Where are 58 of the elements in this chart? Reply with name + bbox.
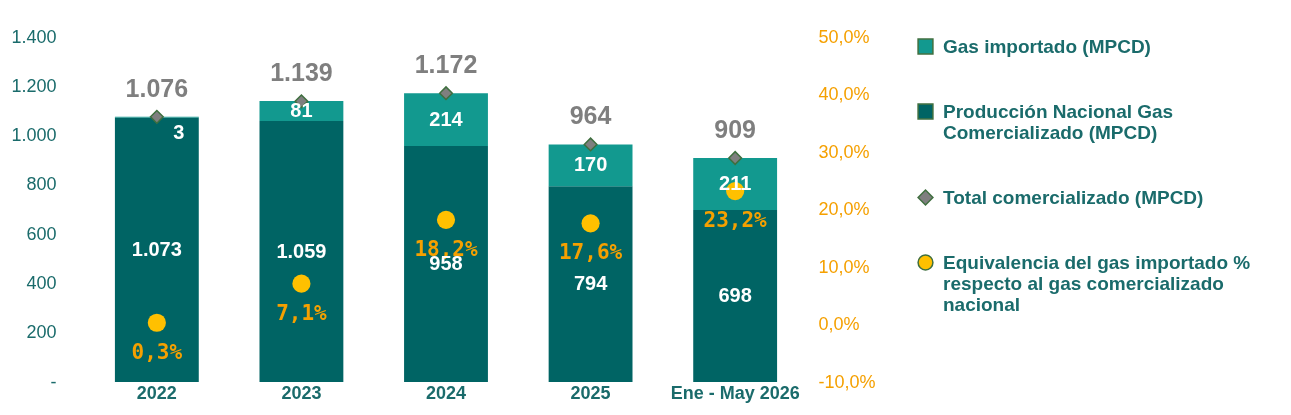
data-label: 81	[290, 99, 313, 122]
bar	[693, 209, 778, 382]
bar	[114, 117, 199, 382]
x-tick-label: 2022	[136, 382, 177, 403]
data-label: 170	[573, 153, 608, 176]
x-tick-label: 2023	[281, 382, 322, 403]
y2-tick-label: -10,0%	[818, 371, 876, 392]
y-tick-label: 1.400	[11, 26, 57, 47]
point	[149, 109, 164, 124]
point	[147, 313, 166, 332]
y-tick-label: 800	[26, 174, 57, 195]
data-label: 23,2%	[703, 208, 768, 233]
data-label: 3	[173, 120, 185, 143]
y-tick-label: 200	[26, 322, 57, 343]
y-tick-label: 1.200	[11, 75, 57, 96]
y-tick-label: 600	[26, 223, 57, 244]
bar	[404, 93, 488, 146]
y-tick-label: 400	[26, 272, 57, 293]
data-label: 17,6%	[558, 240, 623, 265]
point	[436, 210, 456, 229]
legend-label: Gas importado (MPCD)	[943, 35, 1151, 57]
y2-tick-label: 20,0%	[818, 199, 870, 219]
x-tick-label: Ene - May 2026	[670, 382, 800, 403]
y2-tick-label: 0,0%	[818, 314, 860, 334]
data-label: 964	[569, 101, 612, 130]
point	[583, 137, 598, 152]
point	[438, 86, 454, 101]
point	[728, 150, 743, 166]
y-tick-label: 1.000	[11, 125, 57, 146]
data-label: 698	[718, 284, 752, 306]
y-tick-label: -	[50, 371, 57, 392]
x-tick-label: 2024	[425, 382, 467, 403]
data-label: 1.172	[414, 50, 478, 79]
data-label: 214	[429, 107, 464, 130]
legend-label: Producción Nacional Gas Comercializado (MPCD)	[943, 100, 1174, 143]
data-label: 1.139	[270, 58, 333, 87]
bar	[693, 158, 778, 210]
point	[581, 214, 600, 233]
point	[292, 274, 311, 293]
bar	[548, 144, 633, 187]
data-label: 1.073	[131, 237, 182, 260]
y2-tick-label: 30,0%	[818, 141, 870, 162]
data-label: 794	[573, 272, 609, 295]
data-label: 7,1%	[276, 300, 328, 325]
bar	[548, 186, 633, 382]
bar	[404, 145, 488, 382]
data-label: 1.076	[125, 73, 189, 102]
y2-tick-label: 10,0%	[818, 256, 870, 277]
x-tick-label: 2025	[570, 382, 611, 403]
legend-label: Total comercializado (MPCD)	[943, 186, 1204, 208]
data-label: 0,3%	[131, 339, 183, 364]
data-label: 1.059	[276, 239, 327, 262]
y2-tick-label: 40,0%	[818, 84, 870, 104]
y2-tick-label: 50,0%	[818, 26, 870, 47]
data-label: 211	[719, 171, 752, 194]
legend-label: Equivalencia del gas importado % respecto al gas comercializado nacional	[943, 251, 1251, 315]
bar	[259, 121, 344, 382]
data-label: 909	[714, 115, 757, 143]
